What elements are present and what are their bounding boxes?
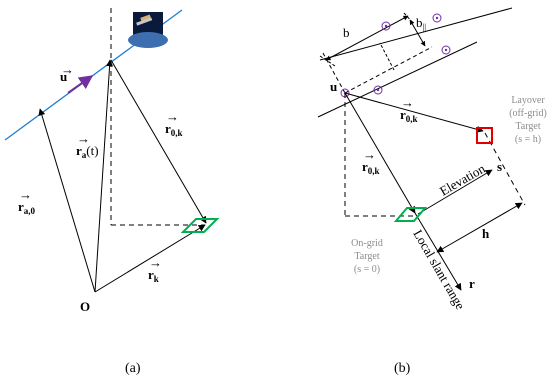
u-overarrow-a: → [61,62,74,77]
rat-label: ra(t) [76,143,99,160]
scatterer-markers [340,13,451,98]
layover-target-box [476,127,493,144]
r0k-overarrow-a: → [166,109,179,124]
ra0-vector [38,108,96,293]
r0k-vector-a [110,59,207,224]
svg-text:Layover: Layover [511,95,545,106]
h-dim-arrow [436,202,523,253]
panel-a: u → ra,0 → ra(t) → r0,k [4,8,220,376]
caption-b: (b) [394,361,411,376]
s-label: s [497,159,502,174]
r0k-label-a: r0,k [165,121,183,138]
panel-b: b b|| u [317,7,547,376]
ongrid-target-label: On-grid Target (s = 0) [351,238,383,275]
rat-vector [94,59,114,293]
svg-text:Target: Target [354,251,379,262]
r0k-top-label: r0,k [400,107,418,124]
bpar-dim-arrow [409,19,426,47]
ra0-label: ra,0 [18,199,36,216]
u-vector-a [67,75,94,94]
origin-label: O [80,299,90,314]
svg-text:(s = h): (s = h) [515,134,541,145]
r-label: r [469,276,475,291]
bpar-label: b|| [416,15,426,32]
caption-a: (a) [125,361,141,376]
svg-text:(off-grid): (off-grid) [509,108,547,119]
r0k-left-label: r0,k [362,159,380,176]
r0k-left-overarrow: → [363,147,376,162]
r0k-vector-top [344,92,484,133]
bpar-dashed [379,42,395,71]
svg-text:Target: Target [515,121,540,132]
elevation-label: Elevation [437,160,488,198]
b-tick-right [403,12,415,25]
rat-overarrow: → [77,131,90,146]
ground-patch-a [180,218,220,233]
elevation-axis [417,169,493,215]
u-label-b: u [330,79,337,94]
rk-overarrow: → [149,255,162,270]
svg-text:(s = 0): (s = 0) [354,264,380,275]
layover-dashed [484,132,526,206]
b-tick-left [319,55,336,67]
svg-text:On-grid: On-grid [351,238,383,249]
satellite-icon [128,12,168,48]
b-dim-arrow [325,15,409,61]
layover-target-label: Layover (off-grid) Target (s = h) [509,95,547,145]
r0k-top-overarrow: → [401,95,414,110]
h-label: h [482,226,490,241]
b-label: b [343,25,350,40]
ra0-overarrow: → [19,187,32,202]
scatterer-dots [343,16,448,95]
baseline-b-dashed2 [344,46,433,94]
rk-label: rk [148,267,159,284]
ongrid-target-patch [393,207,428,222]
slant-range-label: Local slant range [410,227,468,312]
track-line-b [317,41,478,118]
rk-vector [94,224,206,293]
r0k-vector-left [344,92,416,214]
u-label-a: u [60,69,67,84]
